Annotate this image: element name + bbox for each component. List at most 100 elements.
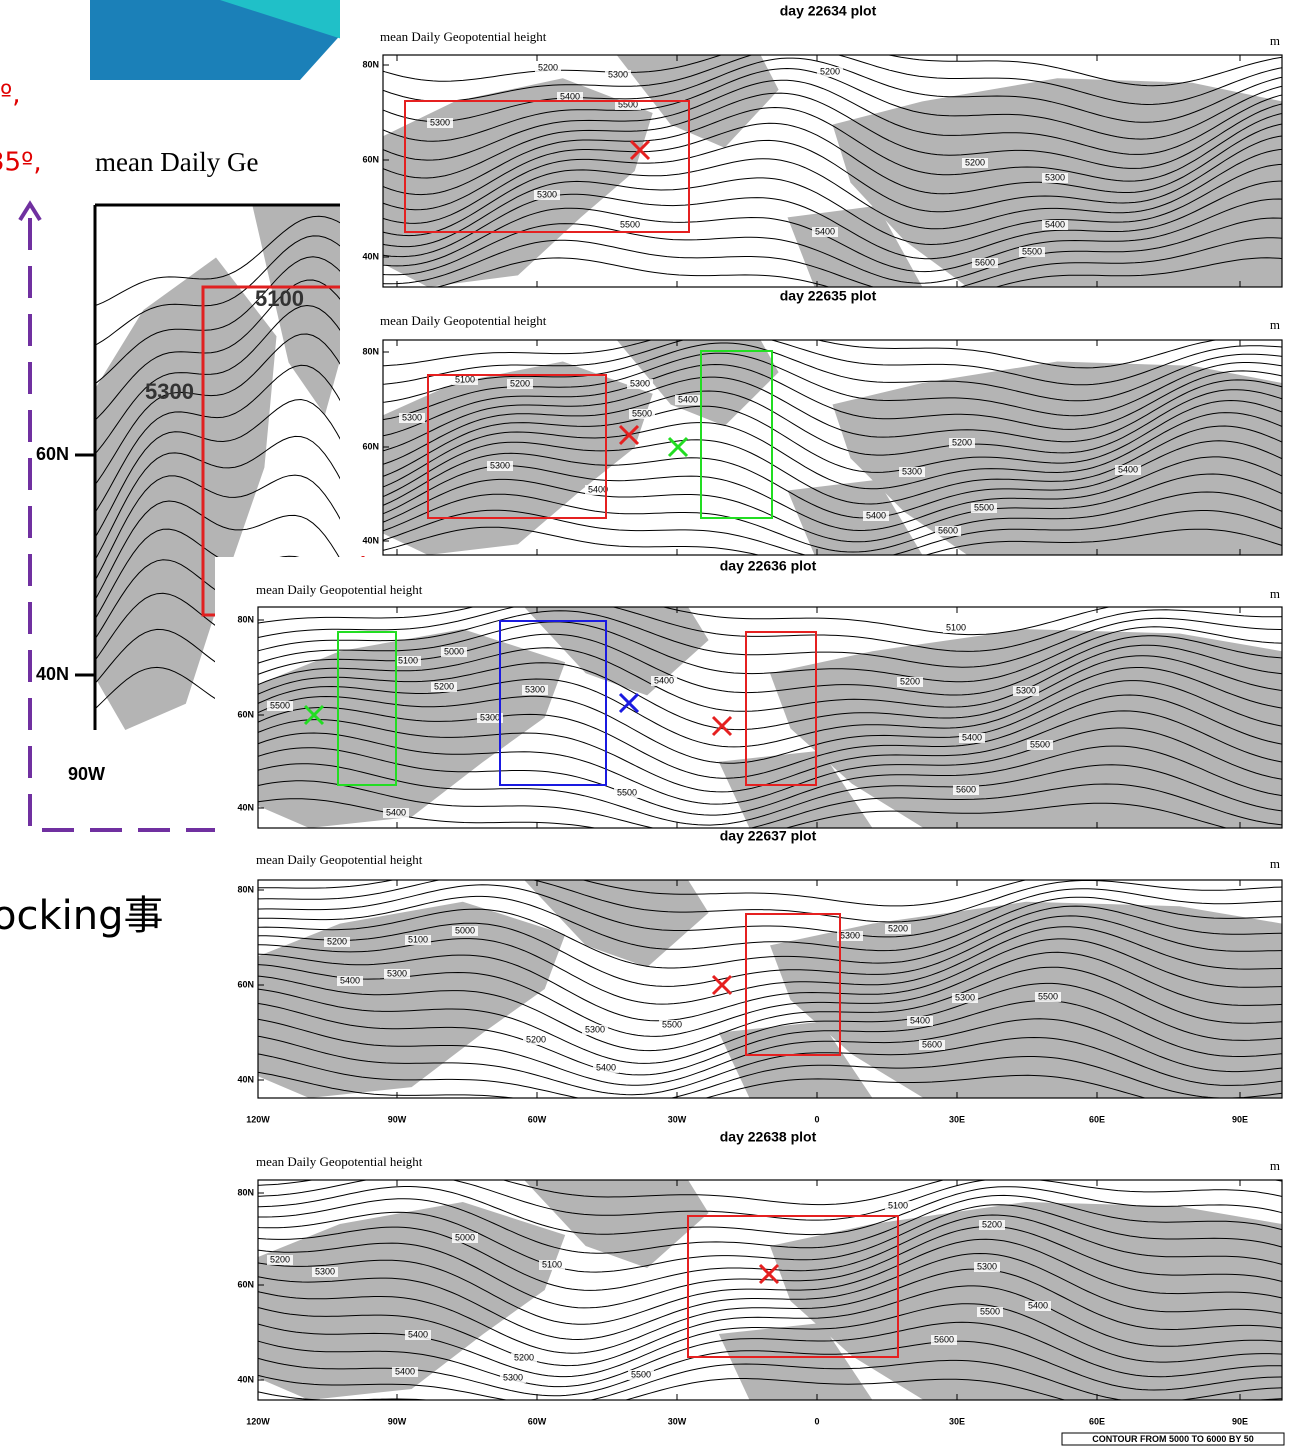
units: m (1270, 1158, 1280, 1173)
lon-label: 90W (68, 764, 105, 784)
contour-label: 5300 (585, 1024, 605, 1034)
panel-title: day 22634 plot (780, 3, 877, 19)
contour-label: 5300 (840, 930, 860, 940)
contour-label: 5200 (434, 681, 454, 691)
map-panel: day 22635 plot mean Daily Geopotential he… (340, 288, 1297, 570)
contour-label: 5400 (1028, 1300, 1048, 1310)
map-panel: day 22638 plotmean Daily Geopotential he… (215, 1129, 1297, 1446)
lat-label: 80N (362, 346, 379, 356)
lon-label: 30E (949, 1416, 965, 1426)
corner-text: 35º, (0, 148, 42, 178)
panel-title: day 22635 plot (780, 288, 877, 304)
contour-label: 5500 (974, 502, 994, 512)
contour-label: 5200 (952, 437, 972, 447)
lat-label: 60N (36, 444, 69, 464)
contour-label: 5400 (560, 91, 580, 101)
contour-label: 5300 (977, 1261, 997, 1271)
contour-label: 5400 (408, 1329, 428, 1339)
lat-label: 60N (362, 154, 379, 164)
contour-label: 5400 (866, 510, 886, 520)
lat-label: 60N (237, 979, 254, 989)
lon-label: 90W (388, 1416, 407, 1426)
contour-label: 5300 (145, 379, 194, 404)
lon-label: 90W (388, 1114, 407, 1124)
contour-label: 5300 (902, 466, 922, 476)
contour-label: 5000 (455, 925, 475, 935)
contour-label: 5100 (542, 1259, 562, 1269)
contour-label: 5300 (430, 117, 450, 127)
contour-label: 5200 (888, 923, 908, 933)
lat-label: 40N (237, 1374, 254, 1384)
contour-label: 5100 (888, 1200, 908, 1210)
panel-subtitle: mean Daily Geopotential height (380, 29, 547, 44)
corner-text: º, (0, 80, 21, 110)
panel-subtitle: mean Daily Geopotential height (256, 582, 423, 597)
contour-label: 5500 (620, 219, 640, 229)
contour-label: 5400 (815, 226, 835, 236)
contour-label: 5300 (315, 1266, 335, 1276)
lon-label: 30W (668, 1416, 687, 1426)
lat-label: 40N (36, 664, 69, 684)
slide: º, 35º, mean Daily Ge 5100 5300 60N 40N 9… (0, 0, 1297, 1446)
panel-title: day 22637 plot (720, 828, 817, 844)
lat-label: 80N (362, 59, 379, 69)
panel-subtitle: mean Daily Geopotential height (256, 852, 423, 867)
contour-label: 5400 (395, 1366, 415, 1376)
contour-label: 5500 (1030, 739, 1050, 749)
contour-label: 5500 (631, 1369, 651, 1379)
contour-label: 5600 (938, 525, 958, 535)
contour-label: 5400 (654, 675, 674, 685)
contour-label: 5100 (946, 622, 966, 632)
contour-label: 5600 (956, 784, 976, 794)
panel-title: day 22638 plot (720, 1129, 817, 1145)
contour-label: 5500 (1022, 246, 1042, 256)
contour-label: 5200 (982, 1219, 1002, 1229)
contour-label: 5400 (1045, 219, 1065, 229)
lat-label: 40N (362, 251, 379, 261)
lon-label: 0 (814, 1114, 819, 1124)
lat-label: 80N (237, 884, 254, 894)
contour-label: 5200 (514, 1352, 534, 1362)
lon-label: 30W (668, 1114, 687, 1124)
contour-label: 5300 (608, 69, 628, 79)
map-panel: day 22634 plot mean Daily Geopotential he… (340, 0, 1297, 303)
units: m (1270, 33, 1280, 48)
contour-label: 5000 (444, 646, 464, 656)
lon-label: 60W (528, 1114, 547, 1124)
contour-note: CONTOUR FROM 5000 TO 6000 BY 50 (1092, 1434, 1254, 1444)
contour-label: 5400 (910, 1015, 930, 1025)
contour-label: 5500 (617, 787, 637, 797)
lat-label: 40N (362, 535, 379, 545)
lat-label: 80N (237, 614, 254, 624)
contour-label: 5300 (480, 712, 500, 722)
contour-label: 5200 (965, 157, 985, 167)
units: m (1270, 856, 1280, 871)
contour-label: 5200 (526, 1034, 546, 1044)
background-subtitle: mean Daily Ge (95, 147, 258, 177)
contour-label: 5300 (525, 684, 545, 694)
contour-label: 5300 (955, 992, 975, 1002)
contour-label: 5400 (386, 807, 406, 817)
contour-label: 5300 (1045, 172, 1065, 182)
contour-label: 5100 (398, 655, 418, 665)
contour-label: 5100 (408, 934, 428, 944)
contour-label: 5300 (537, 189, 557, 199)
contour-label: 5400 (678, 394, 698, 404)
contour-label: 5300 (387, 968, 407, 978)
panels: day 22634 plot mean Daily Geopotential he… (215, 0, 1297, 1446)
lon-label: 60W (528, 1416, 547, 1426)
lon-label: 60E (1089, 1416, 1105, 1426)
map-panel: day 22636 plotmean Daily Geopotential he… (215, 557, 1297, 843)
lon-label: 120W (246, 1114, 270, 1124)
contour-label: 5400 (340, 975, 360, 985)
contour-label: 5200 (270, 1254, 290, 1264)
contour-label: 5600 (922, 1039, 942, 1049)
lat-label: 40N (237, 1074, 254, 1084)
contour-label: 5200 (900, 676, 920, 686)
lat-label: 40N (237, 802, 254, 812)
lon-label: 30E (949, 1114, 965, 1124)
contour-label: 5300 (630, 378, 650, 388)
panel-subtitle: mean Daily Geopotential height (380, 313, 547, 328)
lon-label: 90E (1232, 1416, 1248, 1426)
units: m (1270, 317, 1280, 332)
